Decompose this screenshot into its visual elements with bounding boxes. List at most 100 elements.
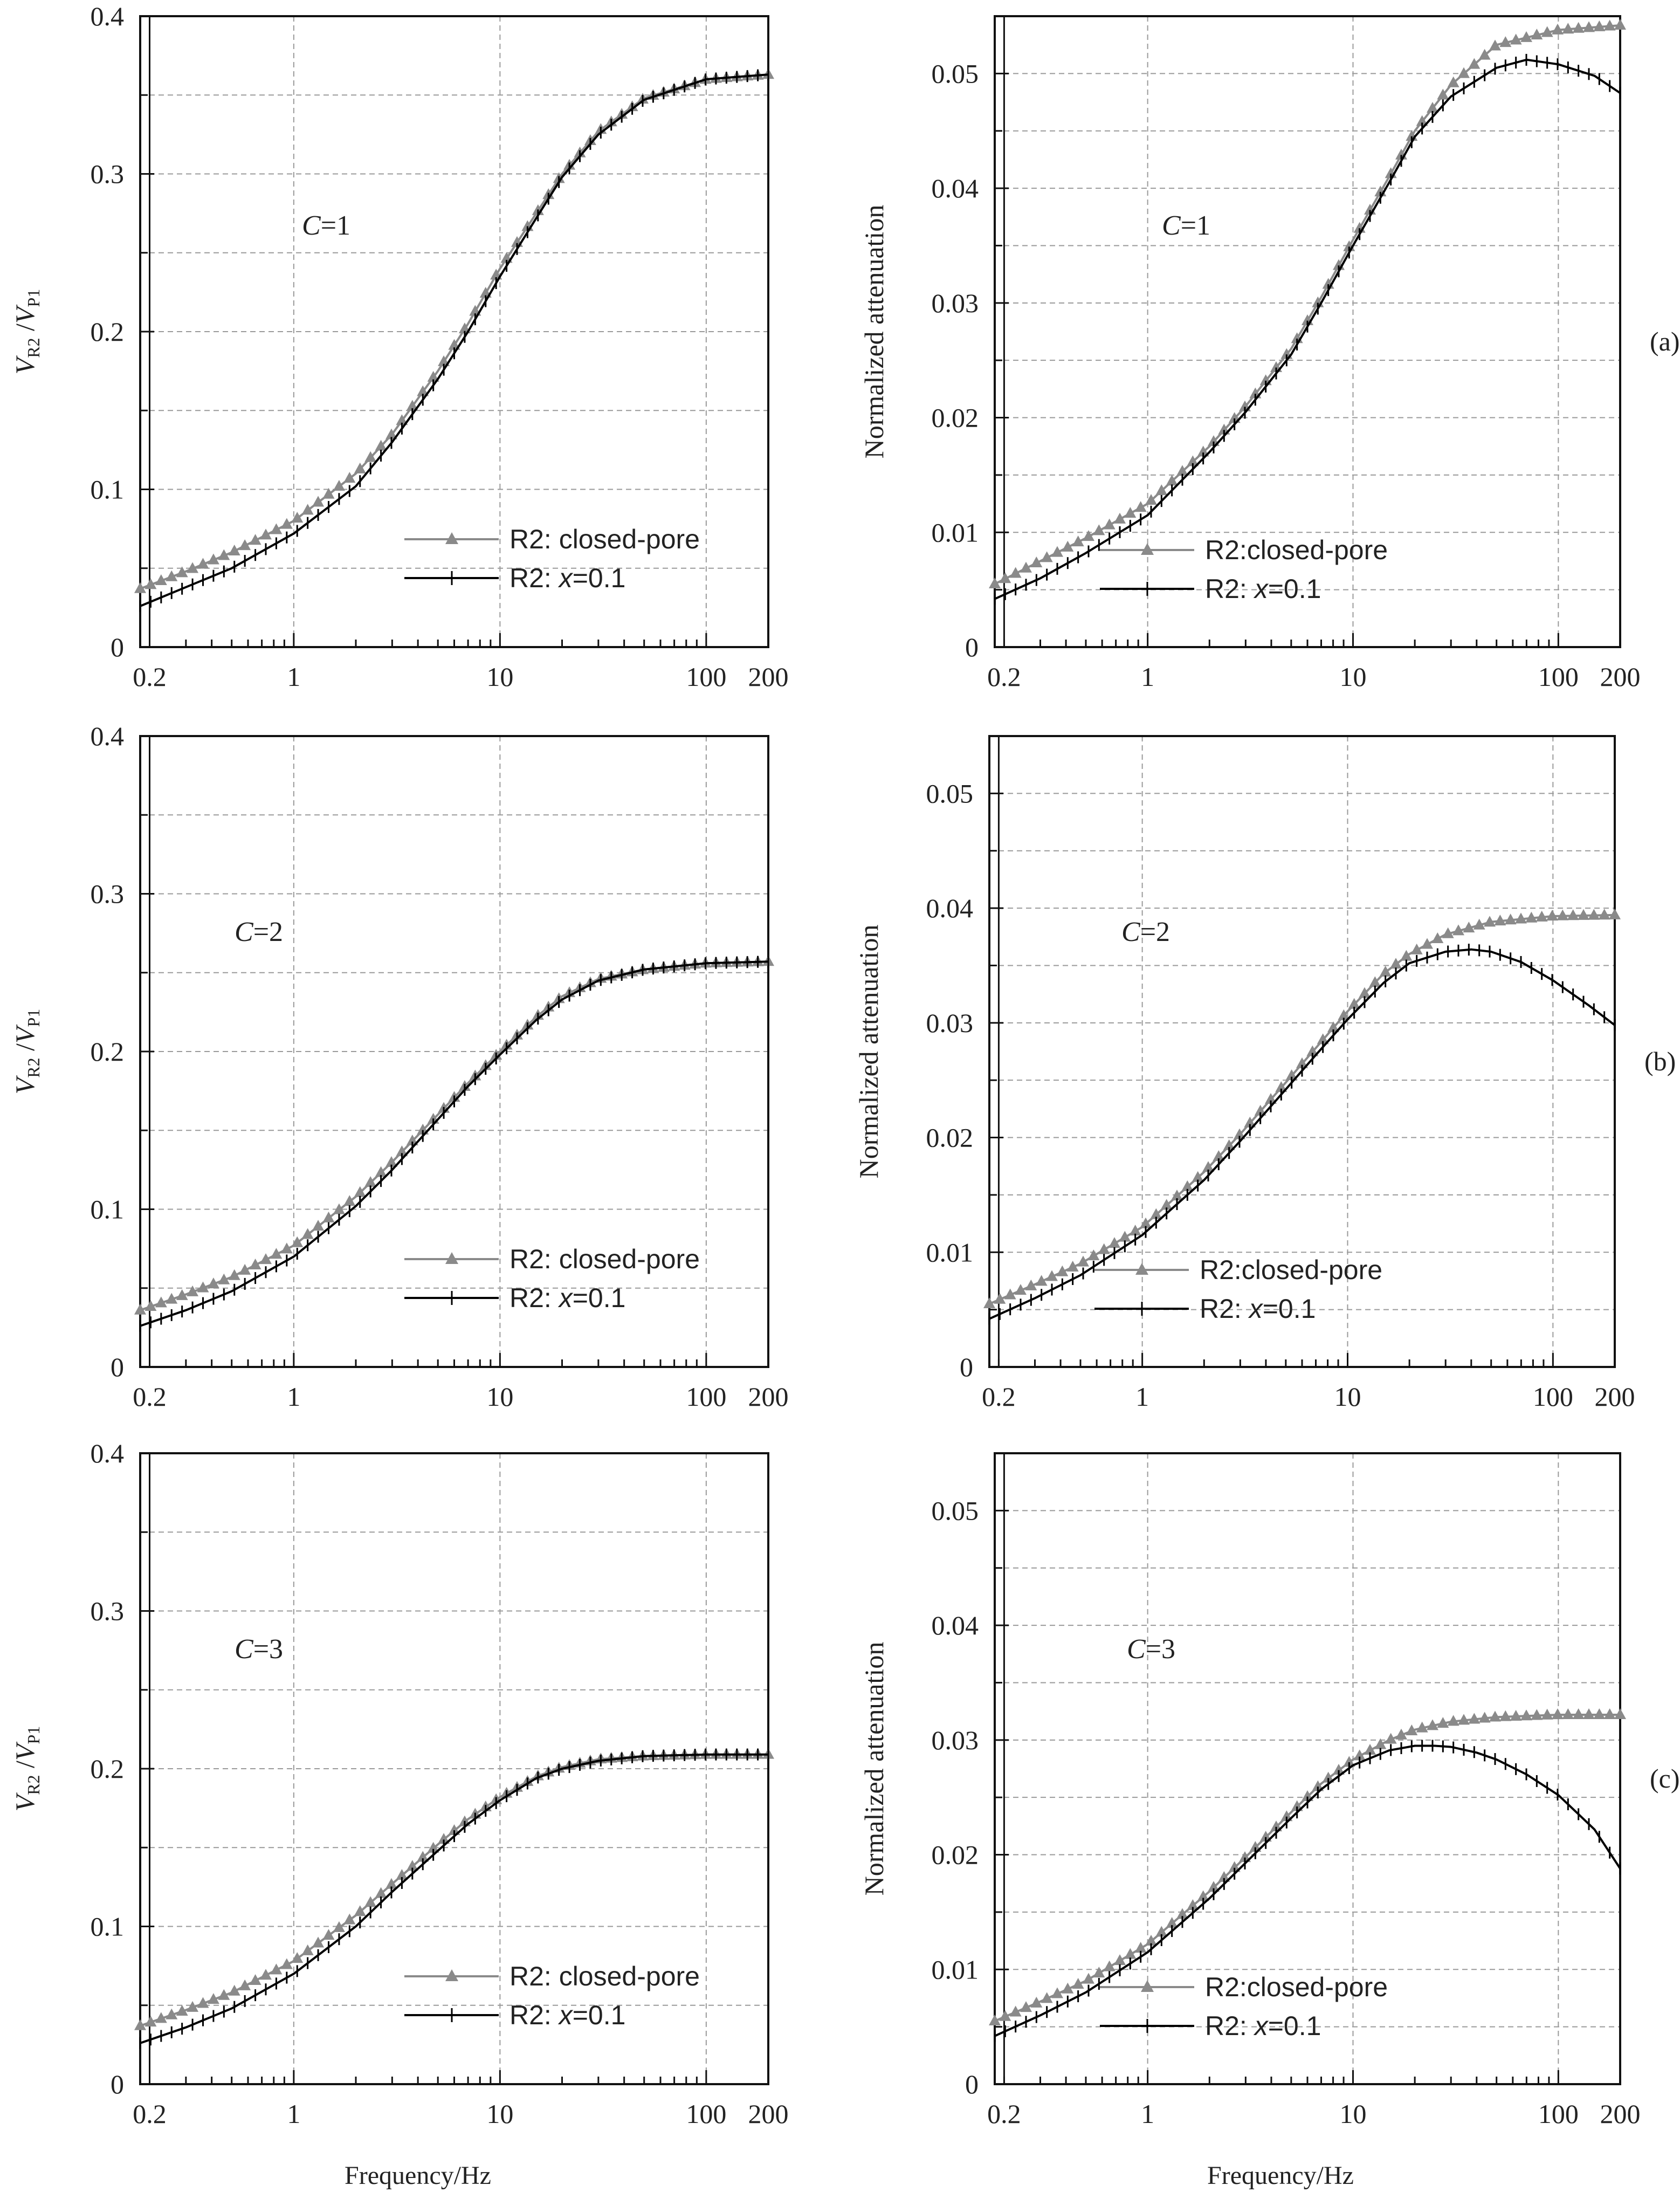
series-marker-triangle xyxy=(134,582,146,593)
series-marker-triangle xyxy=(1228,1861,1241,1872)
legend-label: R2: closed-pore xyxy=(509,524,700,554)
series-marker-triangle xyxy=(1484,916,1496,927)
series-marker-triangle xyxy=(197,1281,209,1293)
series-marker-triangle xyxy=(260,528,272,540)
x-tick-label: 200 xyxy=(1595,1382,1635,1412)
legend-marker-triangle xyxy=(1141,1980,1154,1992)
series-marker-triangle xyxy=(197,1997,209,2008)
series-marker-triangle xyxy=(1531,29,1543,40)
series-marker-triangle xyxy=(1395,1728,1407,1740)
series-marker-triangle xyxy=(1119,1231,1131,1242)
series-marker-triangle xyxy=(1020,2001,1032,2012)
series-marker-triangle xyxy=(1025,1279,1037,1290)
series-marker-triangle xyxy=(1051,1987,1063,1998)
panel-label: (c) xyxy=(1650,1763,1680,1794)
series-marker-triangle xyxy=(1145,1935,1157,1946)
series-marker-triangle xyxy=(1046,1270,1058,1281)
x-tick-label: 200 xyxy=(1600,2099,1641,2129)
series-marker-triangle xyxy=(1129,1225,1141,1236)
series-marker-triangle xyxy=(1510,33,1522,45)
series-marker-triangle xyxy=(312,496,325,507)
series-marker-triangle xyxy=(1187,1899,1199,1911)
series-marker-triangle xyxy=(1364,1743,1376,1755)
series-marker-triangle xyxy=(1572,22,1585,33)
x-tick-label: 10 xyxy=(486,1382,513,1412)
series-marker-triangle xyxy=(270,1963,283,1975)
series-marker-triangle xyxy=(1416,115,1428,126)
series-marker-triangle xyxy=(1598,909,1610,920)
series-marker-triangle xyxy=(1489,39,1501,51)
series-marker-triangle xyxy=(1234,1128,1245,1139)
series-marker-triangle xyxy=(218,549,230,560)
y-tick-label: 0.01 xyxy=(926,1237,974,1267)
series-marker-triangle xyxy=(1192,1171,1204,1182)
series-marker-triangle xyxy=(1134,1942,1147,1953)
series-marker-triangle xyxy=(1327,1021,1339,1033)
x-tick-label: 100 xyxy=(686,662,726,692)
series-line-x-0.1 xyxy=(140,73,769,607)
x-tick-label: 100 xyxy=(1538,662,1579,692)
series-marker-triangle xyxy=(1041,551,1053,562)
series-marker-triangle xyxy=(155,2012,167,2023)
panel-b-attenuation: 0.2 1 10 100 200 0 0.01 0.02 0.03 0.04 0.05 Normali… xyxy=(853,735,1676,1412)
y-tick-label: 0.05 xyxy=(926,778,974,808)
series-marker-triangle xyxy=(1583,1708,1595,1720)
legend-marker-triangle xyxy=(1135,1263,1148,1275)
series-marker-triangle xyxy=(228,1984,240,1996)
series-marker-triangle xyxy=(239,1263,251,1275)
series-marker-triangle xyxy=(1296,1057,1308,1068)
series-marker-triangle xyxy=(333,479,345,491)
y-tick-label: 0 xyxy=(111,1352,124,1382)
series-marker-triangle xyxy=(312,1220,325,1231)
series-marker-triangle xyxy=(1317,1033,1329,1045)
legend-label: R2: x=0.1 xyxy=(509,563,625,593)
series-marker-triangle xyxy=(1166,475,1178,486)
series-marker-triangle xyxy=(333,1921,345,1932)
series-marker-triangle xyxy=(1015,1284,1027,1295)
series-marker-triangle xyxy=(1437,1717,1449,1728)
legend-label: R2: x=0.1 xyxy=(1200,1294,1316,1324)
series-marker-triangle xyxy=(354,1186,366,1197)
series-marker-triangle xyxy=(1400,950,1413,961)
y-tick-label: 0.05 xyxy=(932,58,979,88)
series-marker-triangle xyxy=(1536,910,1548,922)
series-marker-triangle xyxy=(1520,31,1532,42)
series-marker-triangle xyxy=(1155,484,1168,496)
series-marker-triangle xyxy=(1499,1710,1512,1721)
x-tick-label: 0.2 xyxy=(987,662,1021,692)
series-marker-triangle xyxy=(1447,1715,1459,1726)
y-axis-label: Normalized attenuation xyxy=(853,925,884,1179)
series-marker-triangle xyxy=(343,1913,356,1925)
series-marker-triangle xyxy=(1431,932,1444,944)
series-marker-triangle xyxy=(1473,918,1485,930)
x-tick-label: 200 xyxy=(1600,662,1641,692)
series-marker-triangle xyxy=(375,1887,387,1898)
legend-label: R2: x=0.1 xyxy=(509,1283,625,1313)
series-marker-triangle xyxy=(1447,76,1459,87)
x-tick-label: 1 xyxy=(1141,2099,1154,2129)
series-marker-triangle xyxy=(1552,1708,1564,1720)
series-marker-triangle xyxy=(1134,501,1147,512)
c-annotation: C=3 xyxy=(235,1634,283,1665)
series-marker-triangle xyxy=(1124,1948,1137,1959)
series-marker-triangle xyxy=(144,1300,157,1311)
series-marker-triangle xyxy=(280,1958,293,1969)
y-tick-label: 0 xyxy=(960,1352,973,1382)
c-annotation: C=1 xyxy=(302,210,350,241)
legend-label: R2:closed-pore xyxy=(1205,1972,1388,2002)
c-annotation: C=2 xyxy=(1121,917,1170,947)
series-marker-triangle xyxy=(1578,909,1589,920)
x-tick-label: 10 xyxy=(1339,2099,1366,2129)
legend-marker-triangle xyxy=(1141,543,1154,555)
y-tick-label: 0.4 xyxy=(91,721,125,751)
series-marker-triangle xyxy=(427,1841,439,1853)
series-marker-triangle xyxy=(176,566,188,578)
x-tick-label: 1 xyxy=(287,1382,300,1412)
series-marker-triangle xyxy=(301,1944,314,1955)
series-marker-triangle xyxy=(1223,1139,1235,1150)
panel-c-velocity: 0.2 1 10 100 200 0 0.1 0.2 0.3 0.4 VR2 /VP1 C=3 R2: … xyxy=(10,1438,789,2129)
y-tick-label: 0.01 xyxy=(932,1954,979,1984)
series-marker-triangle xyxy=(1103,1960,1116,1971)
